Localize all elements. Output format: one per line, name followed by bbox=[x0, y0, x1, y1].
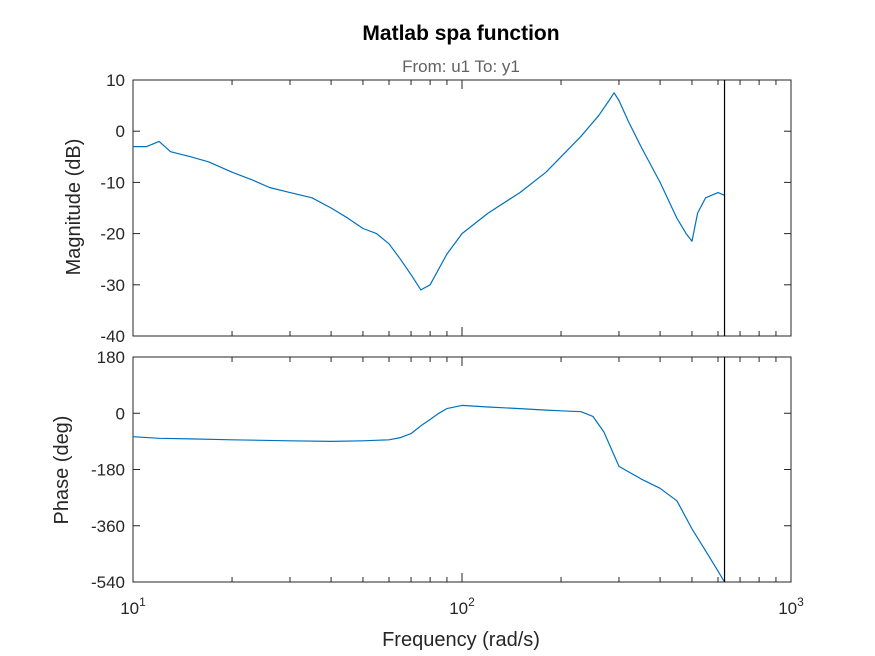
phase-plot: 180 0 -180 -360 -540 bbox=[91, 348, 792, 592]
x-tick-labels: 101 102 103 bbox=[120, 595, 804, 618]
phase-axis-label: Phase (deg) bbox=[51, 416, 73, 525]
x-tick-exponent: 1 bbox=[139, 595, 146, 609]
chart-subtitle: From: u1 To: y1 bbox=[402, 57, 520, 76]
magnitude-y-tick-label: 10 bbox=[106, 71, 125, 90]
chart-title: Matlab spa function bbox=[362, 22, 559, 45]
magnitude-response-line bbox=[133, 92, 725, 291]
magnitude-y-tick-label: -40 bbox=[100, 327, 125, 346]
magnitude-y-tick-label: -30 bbox=[100, 276, 125, 295]
phase-response-line bbox=[132, 404, 726, 583]
phase-y-tick-label: -540 bbox=[91, 573, 125, 592]
x-tick-label: 102 bbox=[449, 595, 475, 618]
phase-axes-box bbox=[132, 356, 792, 583]
phase-y-tick-label: 180 bbox=[97, 348, 125, 367]
phase-y-tick-label: 0 bbox=[116, 404, 125, 423]
magnitude-y-tick-label: 0 bbox=[116, 122, 125, 141]
x-tick-label: 103 bbox=[778, 595, 804, 618]
frequency-axis-label: Frequency (rad/s) bbox=[382, 629, 540, 651]
x-tick-exponent: 3 bbox=[797, 595, 804, 609]
x-tick-label: 101 bbox=[120, 595, 146, 618]
magnitude-y-tick-label: -20 bbox=[100, 225, 125, 244]
magnitude-y-tick-label: -10 bbox=[100, 173, 125, 192]
phase-y-tick-label: -360 bbox=[91, 517, 125, 536]
magnitude-axes-box bbox=[132, 79, 792, 337]
phase-y-tick-label: -180 bbox=[91, 461, 125, 480]
magnitude-plot: 10 0 -10 -20 -30 -40 bbox=[100, 71, 792, 346]
magnitude-axis-label: Magnitude (dB) bbox=[63, 139, 85, 276]
x-tick-exponent: 2 bbox=[468, 595, 475, 609]
